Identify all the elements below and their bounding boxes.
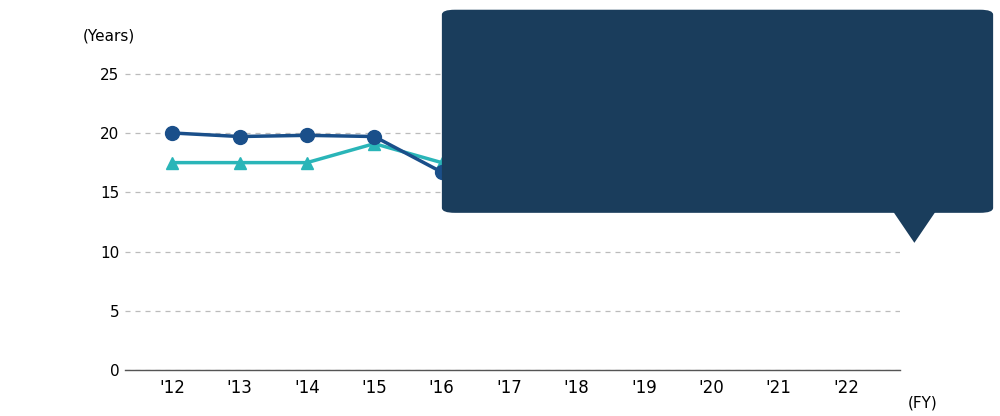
Text: Average years of employment in fiscal year 2022: Average years of employment in fiscal ye… xyxy=(471,28,876,43)
Text: (Years): (Years) xyxy=(82,29,135,44)
Text: 19.3: 19.3 xyxy=(471,111,560,145)
Text: 20.5: 20.5 xyxy=(649,111,738,145)
Text: (FY): (FY) xyxy=(908,396,938,411)
Text: years: years xyxy=(570,121,609,135)
Text: years: years xyxy=(933,121,971,135)
Text: Male employees: Male employees xyxy=(471,80,579,93)
Text: Female employees: Female employees xyxy=(649,80,774,93)
Text: Overall: Overall xyxy=(838,80,886,93)
Text: years: years xyxy=(754,121,792,135)
FancyBboxPatch shape xyxy=(442,10,993,213)
Text: 19.6: 19.6 xyxy=(838,111,927,145)
Polygon shape xyxy=(891,208,938,243)
